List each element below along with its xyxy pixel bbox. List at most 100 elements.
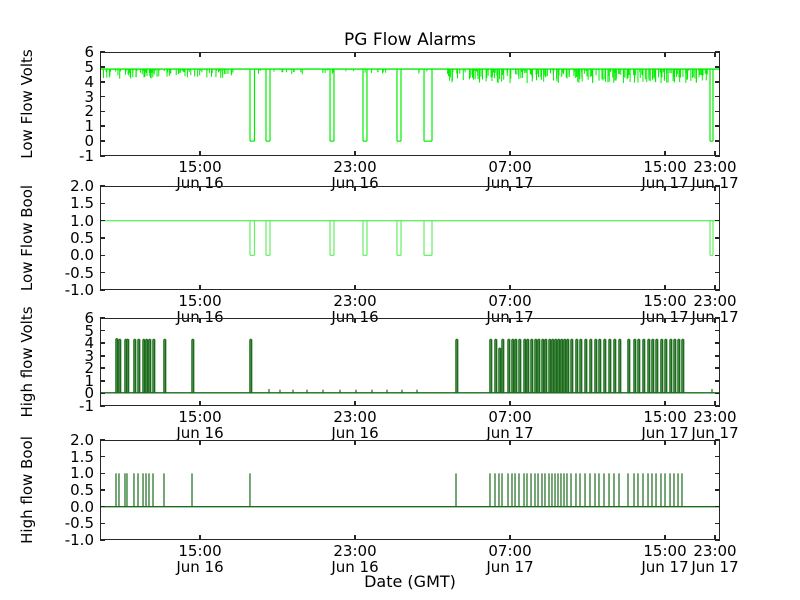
x-tick-time: 23:00 [693, 158, 737, 176]
x-tick-time: 23:00 [693, 408, 737, 426]
y-tick-mark [100, 439, 105, 441]
plot-area-low-flow-bool [100, 219, 720, 256]
x-tick-date: Jun 16 [331, 424, 379, 443]
x-tick-mark [714, 318, 716, 323]
x-tick-label: 23:00 Jun 17 [691, 293, 738, 325]
x-tick-label: 23:00 Jun 16 [331, 409, 378, 441]
x-tick-time: 15:00 [643, 408, 687, 426]
y-tick-mark [100, 66, 105, 68]
x-tick-date: Jun 17 [691, 174, 739, 193]
x-tick-mark [354, 401, 356, 406]
x-tick-mark [714, 401, 716, 406]
x-tick-mark [199, 52, 201, 57]
x-tick-mark [714, 440, 716, 445]
y-tick-mark [715, 202, 720, 205]
y-tick-mark [715, 505, 720, 508]
x-tick-mark [664, 52, 666, 57]
x-tick-date: Jun 17 [486, 424, 534, 443]
x-tick-label: 07:00 Jun 17 [486, 293, 533, 325]
axes-frame-2 [100, 318, 720, 406]
y-tick-label: 2.0 [70, 431, 94, 449]
x-tick-date: Jun 17 [691, 308, 739, 327]
x-tick-mark [509, 318, 511, 323]
x-tick-mark [199, 401, 201, 406]
y-axis-title-2: High flow Volts [18, 306, 36, 418]
x-tick-mark [199, 440, 201, 445]
x-tick-time: 15:00 [643, 292, 687, 310]
x-tick-mark [664, 401, 666, 406]
y-tick-label: 2 [84, 102, 94, 121]
x-tick-time: 15:00 [643, 158, 687, 176]
y-tick-label: 5 [84, 321, 94, 340]
x-tick-mark [199, 151, 201, 156]
data-trace [100, 338, 720, 394]
x-tick-date: Jun 16 [331, 308, 379, 327]
x-tick-date: Jun 16 [176, 424, 224, 443]
x-tick-label: 23:00 Jun 16 [331, 293, 378, 325]
x-tick-time: 07:00 [488, 292, 532, 310]
data-trace [100, 473, 720, 508]
subplot-high-flow-volts: High flow Volts 6 5 4 3 2 1 0 -1 [18, 306, 720, 418]
y-tick-label: 5 [84, 57, 94, 76]
y-tick-mark [100, 155, 105, 157]
x-tick-date: Jun 17 [641, 424, 689, 443]
y-tick-mark [100, 380, 105, 382]
x-tick-mark [664, 151, 666, 156]
x-tick-time: 23:00 [693, 542, 737, 560]
x-tick-label: 15:00 Jun 16 [176, 159, 223, 191]
axes-frame-1 [100, 186, 720, 290]
x-tick-mark [664, 535, 666, 540]
x-tick-label: 23:00 Jun 17 [691, 543, 738, 575]
x-tick-date: Jun 16 [331, 174, 379, 193]
x-tick-mark [509, 52, 511, 57]
x-tick-time: 15:00 [178, 408, 222, 426]
x-tick-mark [664, 285, 666, 290]
y-tick-label: 2.0 [70, 177, 94, 195]
x-tick-mark [509, 186, 511, 191]
plot-area-high-flow-bool [100, 473, 720, 508]
x-tick-time: 07:00 [488, 408, 532, 426]
y-tick-mark [715, 66, 720, 68]
x-tick-mark [199, 285, 201, 290]
y-tick-mark [715, 329, 720, 332]
x-tick-label: 15:00 Jun 16 [176, 543, 223, 575]
x-tick-mark [509, 440, 511, 445]
data-trace [100, 219, 720, 256]
y-tick-mark [715, 80, 720, 83]
x-tick-mark [664, 318, 666, 323]
x-tick-mark [199, 318, 201, 323]
y-tick-mark [100, 317, 105, 319]
x-tick-mark [509, 285, 511, 290]
y-tick-mark [100, 342, 105, 344]
y-tick-mark [715, 522, 720, 525]
y-tick-label: 6 [84, 309, 94, 327]
y-tick-label: 1 [84, 117, 94, 136]
x-tick-time: 15:00 [178, 292, 222, 310]
y-axis-ticks-0: 6 5 4 3 2 1 0 -1 [50, 43, 94, 165]
y-tick-mark [715, 539, 720, 541]
y-axis-ticks-1: 2.0 1.5 1.0 0.5 0.0 -0.5 -1.0 [50, 177, 94, 299]
x-tick-label: 15:00 Jun 17 [641, 293, 688, 325]
x-tick-label: 23:00 Jun 17 [691, 409, 738, 441]
y-tick-mark [100, 354, 105, 357]
y-tick-mark [715, 354, 720, 357]
plot-area-high-flow-volts [100, 338, 720, 394]
y-tick-mark [715, 439, 720, 441]
x-tick-date: Jun 17 [486, 308, 534, 327]
y-tick-mark [100, 110, 105, 113]
y-tick-mark [100, 271, 105, 274]
y-tick-label: 0.5 [70, 229, 94, 247]
x-tick-date: Jun 17 [486, 558, 534, 577]
y-tick-mark [715, 110, 720, 113]
y-tick-mark [715, 392, 720, 395]
y-axis-ticks-3: 2.0 1.5 1.0 0.5 0.0 -0.5 -1.0 [50, 431, 94, 549]
x-tick-time: 15:00 [643, 542, 687, 560]
chart-title: PG Flow Alarms [344, 30, 476, 50]
y-tick-mark [715, 185, 720, 187]
y-tick-label: 1.0 [70, 211, 94, 230]
y-tick-label: 0 [84, 132, 94, 151]
x-tick-time: 07:00 [488, 542, 532, 560]
y-tick-label: 4 [84, 72, 94, 91]
x-tick-mark [354, 151, 356, 156]
y-tick-mark [715, 125, 720, 128]
